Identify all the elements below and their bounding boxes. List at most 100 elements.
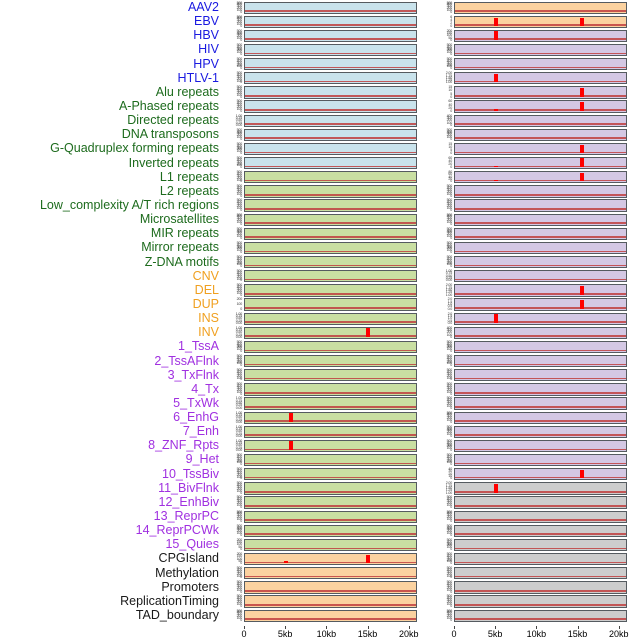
track-left-mir-repeats[interactable] [244,227,417,241]
y-axis-right-row-38: 500 400 300 200 100 0 [428,538,453,551]
track-right-microsatellites[interactable] [454,213,627,226]
track-left-12-enhbiv[interactable] [244,496,417,509]
track-right-cnv[interactable] [454,270,627,283]
y-tick-label: 1.50 [445,485,452,490]
track-right-ebv[interactable] [454,15,627,28]
track-left-15-quies[interactable] [244,538,417,552]
track-right-methylation[interactable] [454,567,627,580]
track-right-14-reprpcwk[interactable] [454,524,627,537]
track-left-4-tx[interactable] [244,383,417,396]
track-right-4-tx[interactable] [454,383,627,396]
track-left-dup[interactable] [244,298,417,311]
track-left-a-phased-repeats[interactable] [244,100,417,113]
track-right-htlv-1[interactable] [454,72,627,85]
track-left-alu-repeats[interactable] [244,86,417,99]
track-left-l2-repeats[interactable] [244,185,417,198]
track-right-a-phased-repeats[interactable] [454,100,627,113]
track-right-replicationtiming[interactable] [454,595,627,608]
track-right-alu-repeats[interactable] [454,86,627,99]
track-right-2-tssaflnk[interactable] [454,355,627,368]
track-right-z-dna-motifs[interactable] [454,256,627,269]
track-left-promoters[interactable] [244,581,417,594]
track-right-15-quies[interactable] [454,538,627,552]
track-left-6-enhg[interactable] [244,411,417,424]
track-right-l2-repeats[interactable] [454,185,627,198]
signal-bar [494,165,498,168]
y-axis-left-row-16: 500 400 300 200 100 0 [218,227,243,240]
y-tick-label: 400 [236,157,243,162]
track-left-low-complexity-a-t-rich-regions[interactable] [244,199,417,212]
track-right-10-tssbiv[interactable] [454,468,627,481]
track-left-z-dna-motifs[interactable] [244,256,417,269]
track-left-3-txflnk[interactable] [244,369,417,382]
track-left-inv[interactable] [244,326,417,340]
track-right-6-enhg[interactable] [454,411,627,424]
track-left-14-reprpcwk[interactable] [244,524,417,537]
track-right-13-reprpc[interactable] [454,510,627,523]
track-left-10-tssbiv[interactable] [244,468,417,481]
track-right-hiv[interactable] [454,43,627,57]
track-left-l1-repeats[interactable] [244,171,417,184]
track-left-tad-boundary[interactable] [244,609,417,622]
y-tick-label: 200 [236,537,243,542]
track-right-8-znf-rpts[interactable] [454,439,627,453]
track-right-7-enh[interactable] [454,425,627,438]
track-left-1-tssa[interactable] [244,340,417,354]
track-right-dna-transposons[interactable] [454,128,627,142]
track-right-del[interactable] [454,284,627,297]
track-left-replicationtiming[interactable] [244,595,417,608]
track-left-7-enh[interactable] [244,425,417,438]
track-right-dup[interactable] [454,298,627,311]
y-tick-label: 100 [236,587,243,592]
track-right-low-complexity-a-t-rich-regions[interactable] [454,199,627,212]
track-left-del[interactable] [244,284,417,297]
track-right-hbv[interactable] [454,29,627,43]
track-right-hpv[interactable] [454,58,627,71]
track-left-directed-repeats[interactable] [244,114,417,127]
track-left-mirror-repeats[interactable] [244,241,417,255]
track-left-cpgisland[interactable] [244,552,417,566]
track-right-mirror-repeats[interactable] [454,241,627,255]
track-right-tad-boundary[interactable] [454,609,627,622]
track-left-inverted-repeats[interactable] [244,157,417,170]
track-left-ins[interactable] [244,312,417,325]
track-right-promoters[interactable] [454,581,627,594]
track-left-5-txwk[interactable] [244,397,417,410]
track-right-12-enhbiv[interactable] [454,496,627,509]
track-left-9-het[interactable] [244,453,417,467]
y-tick-label: 2.00 [445,481,452,486]
y-tick-label: 0.50 [445,273,452,278]
track-left-ebv[interactable] [244,15,417,28]
track-left-13-reprpc[interactable] [244,510,417,523]
track-left-11-bivflnk[interactable] [244,482,417,495]
track-right-g-quadruplex-forming-repeats[interactable] [454,142,627,156]
track-left-cnv[interactable] [244,270,417,283]
track-right-inverted-repeats[interactable] [454,157,627,170]
track-left-aav2[interactable] [244,1,417,14]
track-right-aav2[interactable] [454,1,627,14]
track-right-mir-repeats[interactable] [454,227,627,241]
track-left-2-tssaflnk[interactable] [244,355,417,368]
y-tick-label: 100 [236,234,243,239]
track-right-11-bivflnk[interactable] [454,482,627,495]
track-left-8-znf-rpts[interactable] [244,439,417,453]
track-right-inv[interactable] [454,326,627,340]
track-left-microsatellites[interactable] [244,213,417,226]
track-left-htlv-1[interactable] [244,72,417,85]
track-left-g-quadruplex-forming-repeats[interactable] [244,142,417,156]
track-right-1-tssa[interactable] [454,340,627,354]
track-left-hiv[interactable] [244,43,417,57]
track-right-directed-repeats[interactable] [454,114,627,127]
track-left-dna-transposons[interactable] [244,128,417,142]
y-tick-label: 400 [446,610,453,615]
track-baseline [455,10,626,12]
track-right-9-het[interactable] [454,453,627,467]
track-left-hpv[interactable] [244,58,417,71]
track-right-cpgisland[interactable] [454,552,627,566]
track-right-l1-repeats[interactable] [454,171,627,184]
track-right-ins[interactable] [454,312,627,325]
track-right-5-txwk[interactable] [454,397,627,410]
track-right-3-txflnk[interactable] [454,369,627,382]
track-left-hbv[interactable] [244,29,417,43]
track-left-methylation[interactable] [244,567,417,580]
